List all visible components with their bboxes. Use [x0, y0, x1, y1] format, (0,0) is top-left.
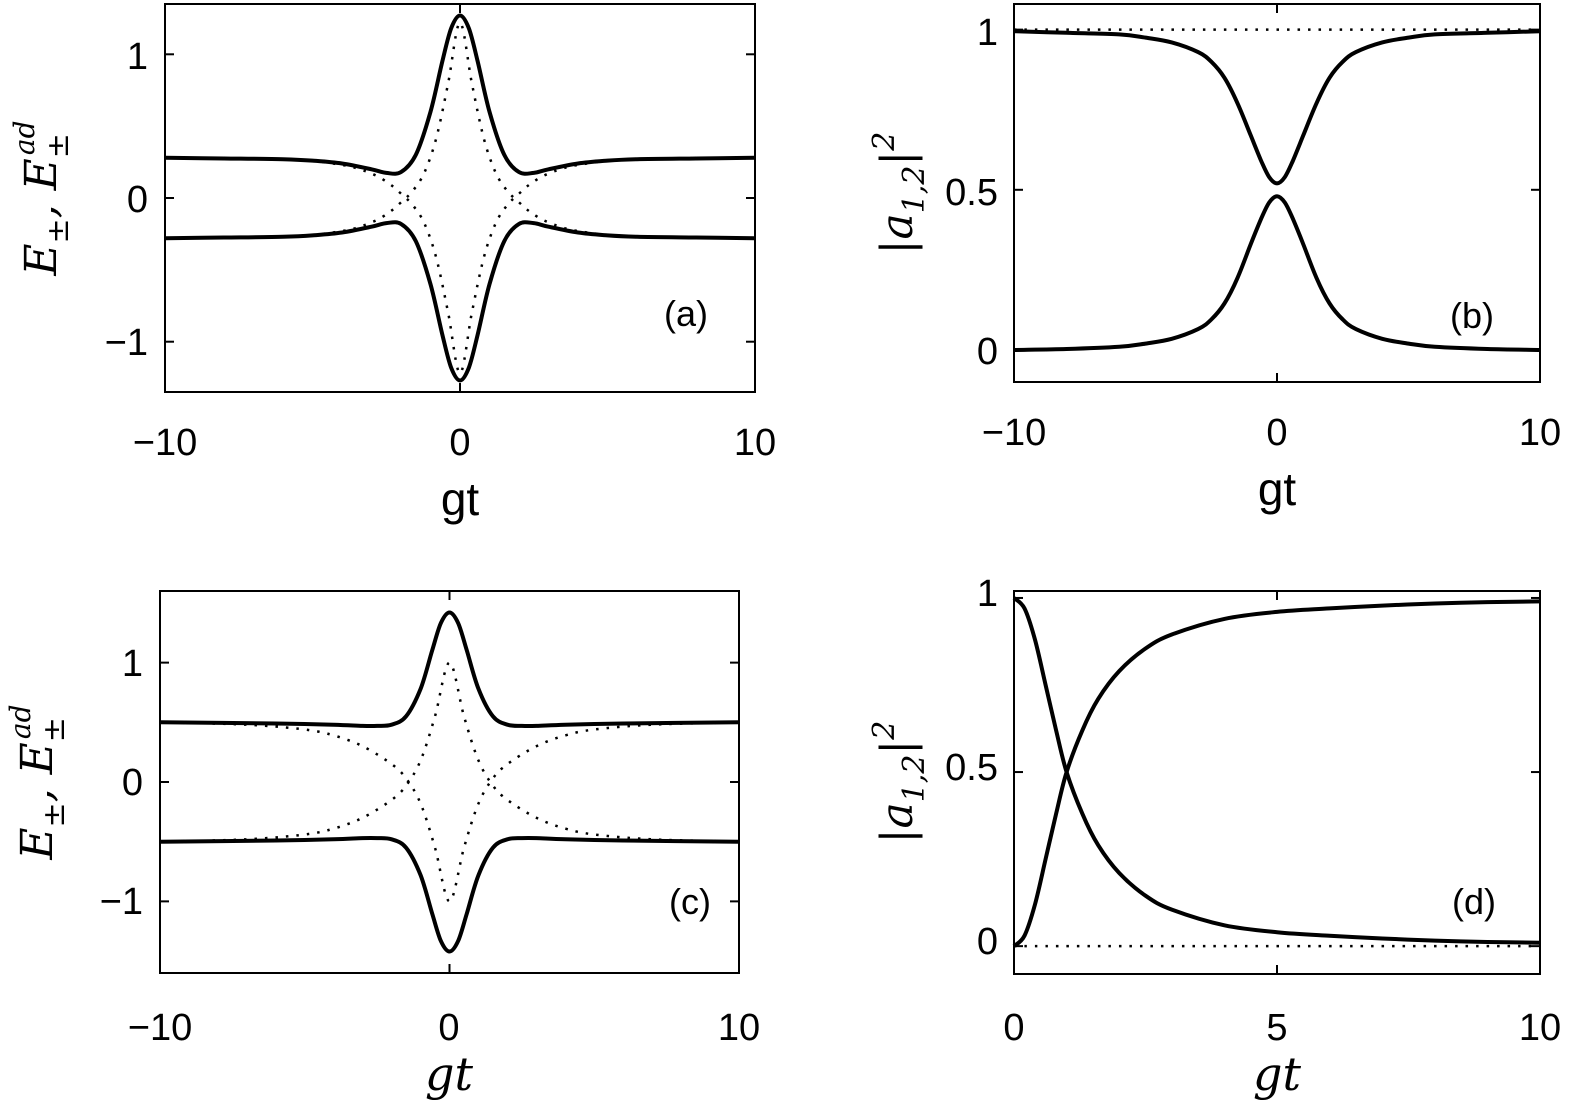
panel-d-xtick-2: 10 [1519, 1007, 1561, 1049]
panel-c-frame [159, 590, 740, 974]
panel-c-plot [159, 591, 740, 973]
panel-d-ylabel: |a1,2|2 [867, 721, 932, 844]
panel-a-series-0-solid [164, 13, 756, 176]
panel-b-tag: (b) [1450, 295, 1494, 336]
panel-a-xtick-0: −10 [133, 422, 197, 464]
panel-d-ytick-0: 0 [977, 921, 998, 963]
panel-a-ytick-1: 0 [127, 179, 148, 221]
svg-text:|a1,2|2: |a1,2|2 [867, 721, 932, 844]
panel-c-xtick-0: −10 [128, 1007, 192, 1049]
panel-d-tag: (d) [1452, 881, 1496, 922]
panel-d-xtick-1: 5 [1266, 1007, 1287, 1049]
panel-a-xtick-1: 0 [449, 422, 470, 464]
panel-a-ylabel: E±, E±ad [8, 120, 76, 276]
svg-text:|a1,2|2: |a1,2|2 [867, 132, 932, 255]
panel-b-ylabel: |a1,2|2 [867, 132, 932, 255]
panel-d-series-1-solid [1012, 599, 1541, 948]
panel-c-series-0-solid [159, 610, 740, 729]
panel-a-tag: (a) [664, 293, 708, 334]
panel-c-ytick-0: −1 [100, 881, 143, 923]
panel-d-ytick-2: 1 [977, 573, 998, 615]
panel-a-xtick-2: 10 [734, 422, 776, 464]
panel-d-xtick-0: 0 [1003, 1007, 1024, 1049]
panel-a-ytick-2: 1 [127, 36, 148, 78]
panel-b-ytick-2: 1 [977, 12, 998, 54]
panel-a-series-1-solid [164, 220, 756, 383]
panel-b-xtick-0: −10 [982, 412, 1046, 454]
panel-a-series-3-dotted [164, 21, 756, 240]
panel-b-series-0-solid [1013, 29, 1541, 186]
panel-c-ylabel: E±, E±ad [4, 704, 72, 860]
panel-d-xlabel: gt [1253, 1047, 1301, 1101]
svg-text:E±, E±ad: E±, E±ad [4, 704, 72, 860]
panel-a: −10 0 10 −1 0 1 gt E±, E±ad (a) [8, 3, 776, 525]
panel-b-xtick-1: 0 [1266, 412, 1287, 454]
panel-a-ytick-0: −1 [105, 322, 148, 364]
panel-c-series-1-solid [159, 835, 740, 954]
panel-b-xlabel: gt [1258, 463, 1297, 515]
panel-b-ytick-0: 0 [977, 331, 998, 373]
panel-b: −10 0 10 0 0.5 1 gt |a1,2|2 (b) [867, 3, 1561, 515]
panel-c-tag: (c) [669, 881, 711, 922]
panel-a-xlabel: gt [441, 473, 480, 525]
panel-b-series-1-solid [1013, 194, 1541, 352]
panel-c: −10 0 10 −1 0 1 gt E±, E±ad (c) [4, 590, 760, 1101]
panel-b-ytick-1: 0.5 [945, 172, 998, 214]
panel-d-ytick-1: 0.5 [945, 747, 998, 789]
panel-b-plot [1013, 4, 1541, 382]
panel-c-ytick-2: 1 [122, 643, 143, 685]
panel-d-plot [1012, 591, 1541, 974]
panel-d: 0 5 10 0 0.5 1 gt |a1,2|2 (d) [867, 573, 1561, 1101]
panel-c-xtick-1: 0 [438, 1007, 459, 1049]
panel-c-series-3-dotted [159, 661, 740, 843]
panel-a-plot [164, 4, 756, 392]
panel-c-ytick-1: 0 [122, 762, 143, 804]
panel-b-xtick-2: 10 [1519, 412, 1561, 454]
panel-d-series-0-solid [1012, 596, 1541, 945]
panel-c-series-2-dotted [159, 721, 740, 903]
panel-c-xlabel: gt [425, 1047, 473, 1101]
panel-a-series-2-dotted [164, 156, 756, 375]
svg-text:E±, E±ad: E±, E±ad [8, 120, 76, 276]
panel-c-xtick-2: 10 [718, 1007, 760, 1049]
